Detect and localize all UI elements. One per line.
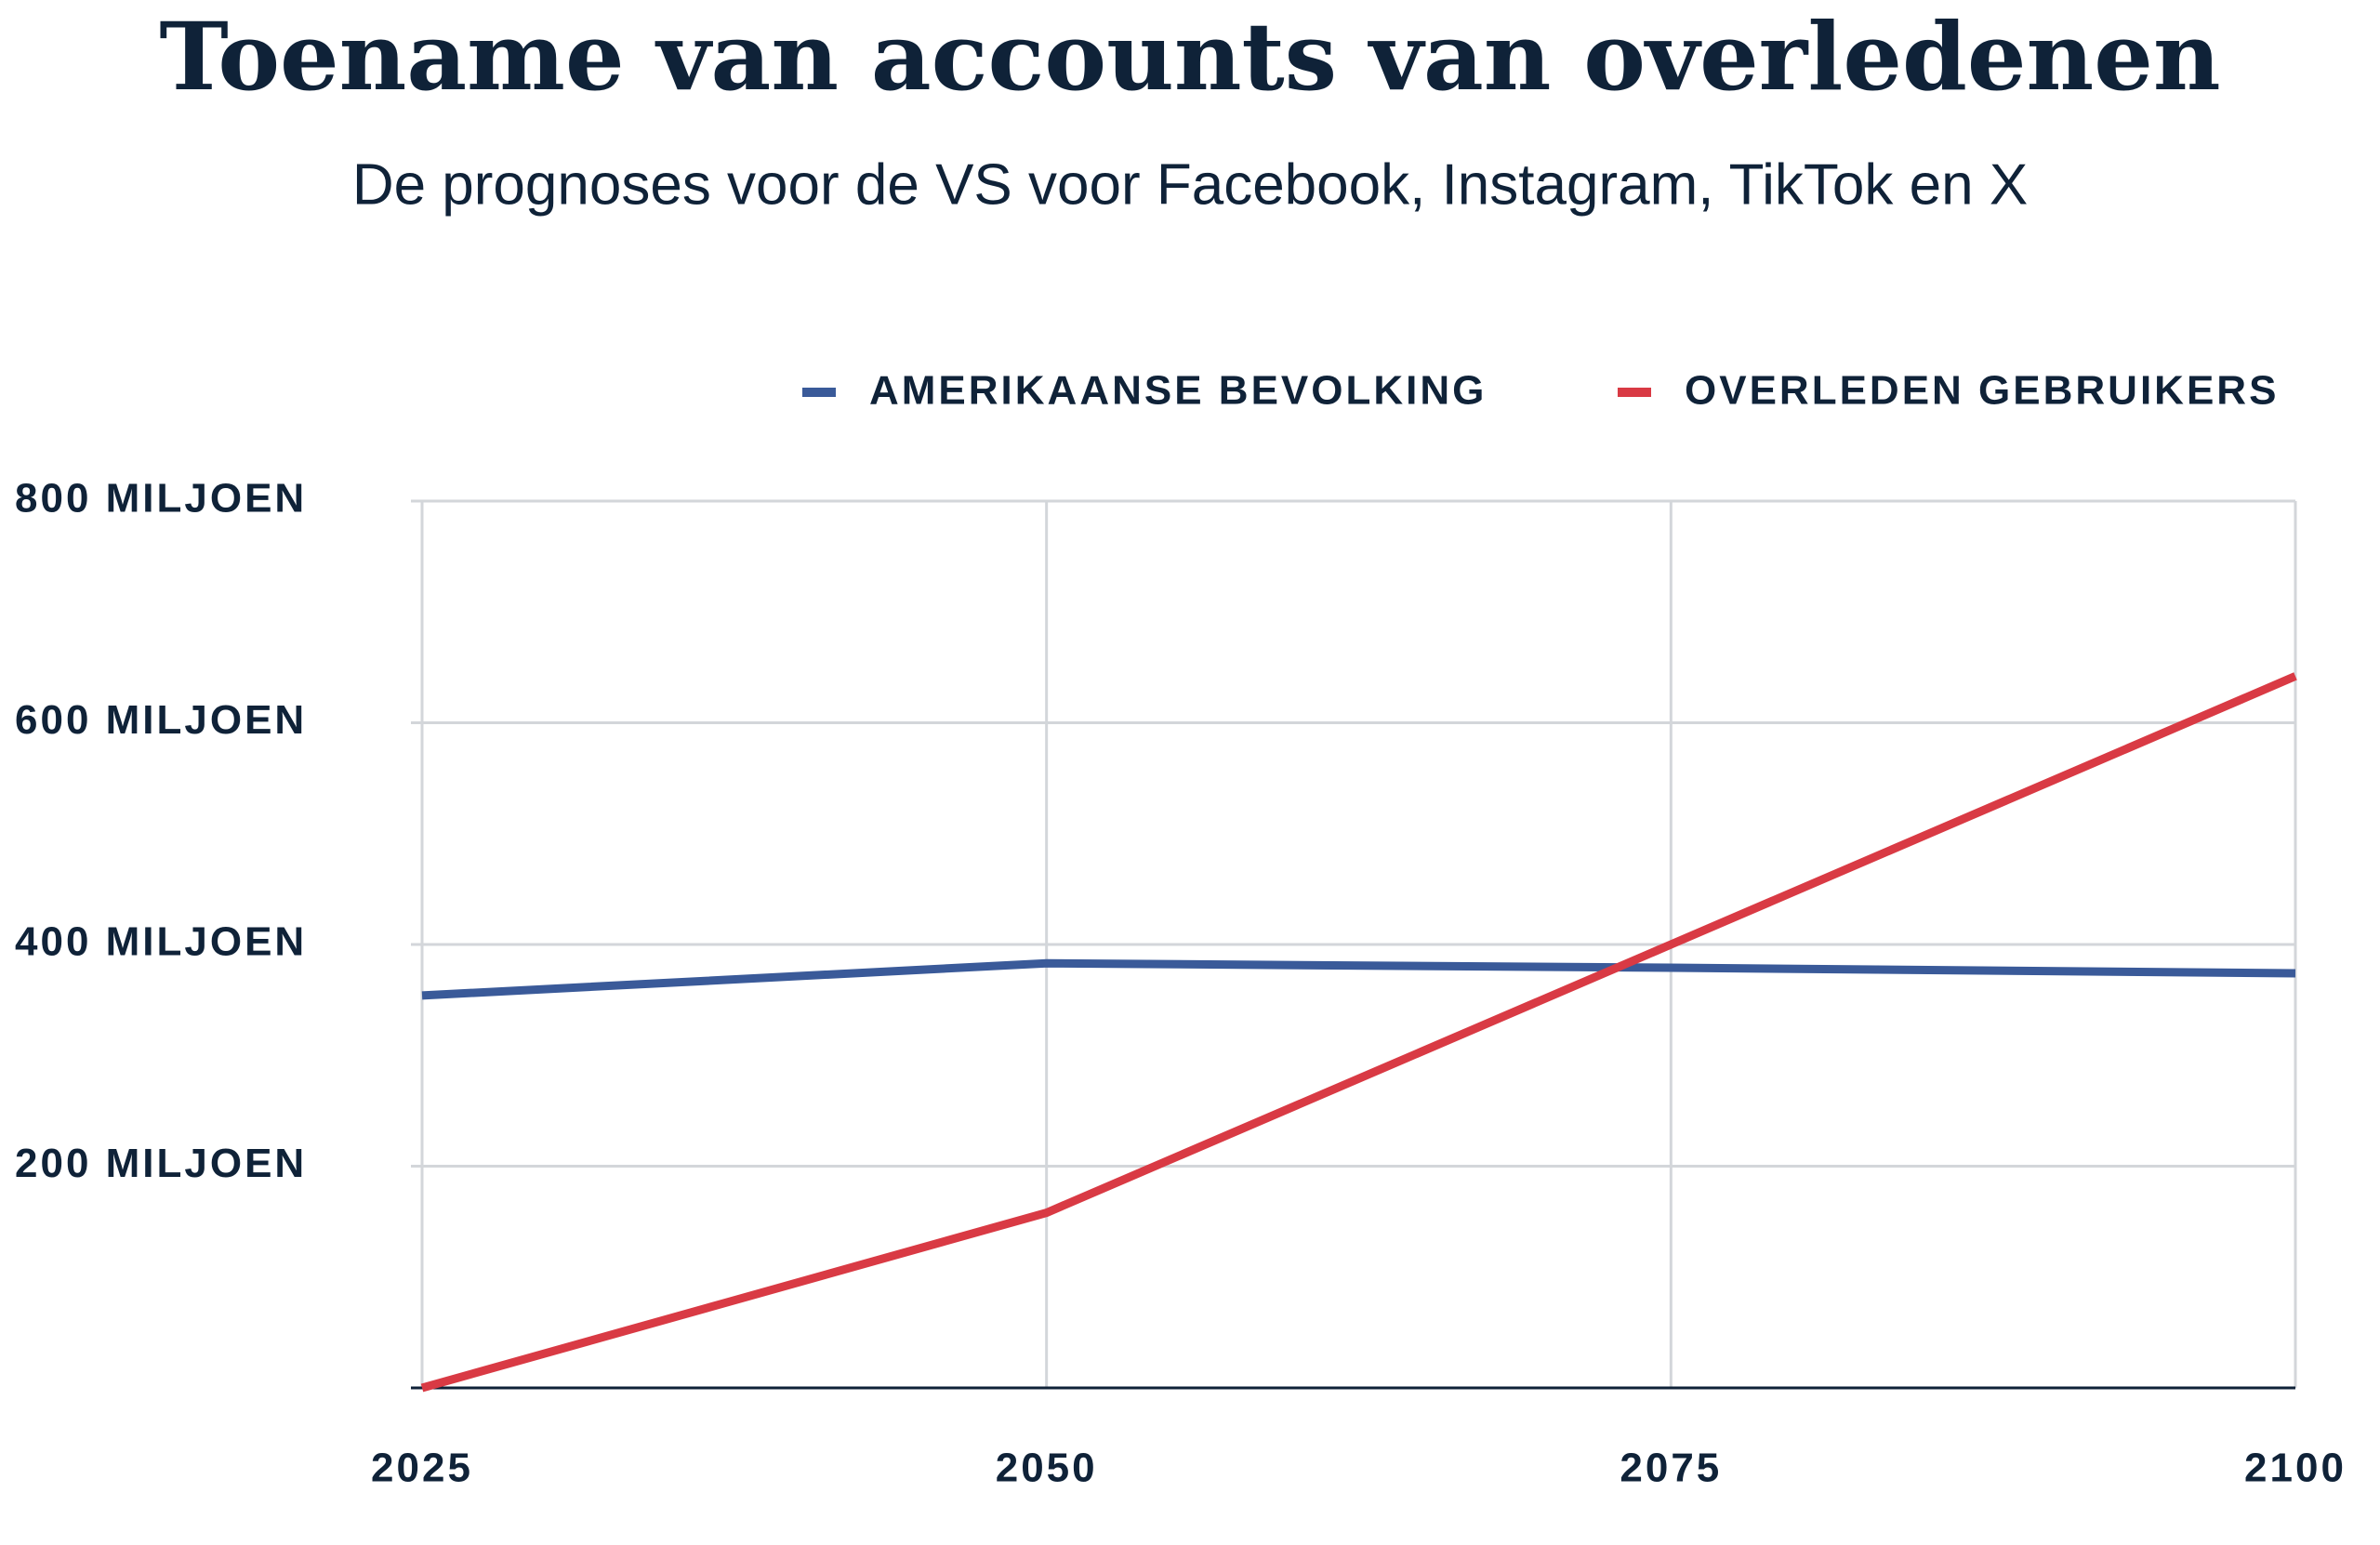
legend-label: AMERIKAANSE BEVOLKING [869, 368, 1487, 414]
legend-marker [1618, 388, 1651, 397]
x-tick-label: 2075 [1620, 1446, 1722, 1491]
y-tick-label: 200 MILJOEN [15, 1141, 307, 1186]
y-tick-label: 600 MILJOEN [15, 697, 307, 743]
legend-marker [802, 388, 836, 397]
y-tick-label: 800 MILJOEN [15, 476, 307, 522]
series-line [421, 958, 2296, 1000]
series-line [420, 672, 2297, 1393]
x-tick-label: 2050 [996, 1446, 1098, 1491]
legend-label: OVERLEDEN GEBRUIKERS [1685, 368, 2279, 414]
chart-subtitle: De prognoses voor de VS voor Facebook, I… [352, 152, 2028, 217]
x-tick-label: 2025 [371, 1446, 473, 1491]
y-tick-label: 400 MILJOEN [15, 919, 307, 965]
chart-title: Toename van accounts van overledenen [159, 2, 2220, 112]
x-tick-label: 2100 [2244, 1446, 2347, 1491]
